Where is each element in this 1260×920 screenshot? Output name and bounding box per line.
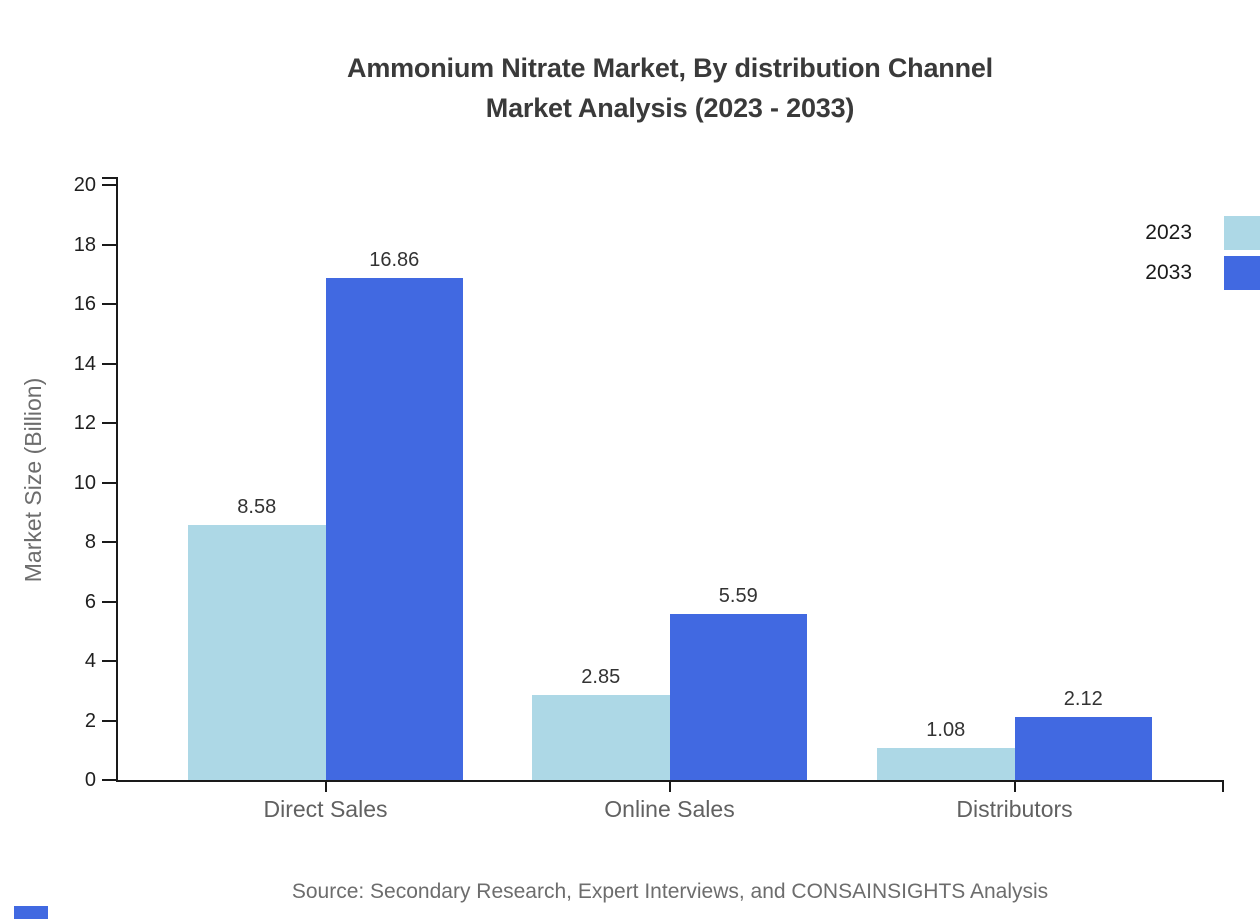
bar-2033-distributors (1014, 716, 1152, 780)
x-axis-end-cap (1222, 782, 1224, 792)
bar-2023-direct-sales (188, 524, 326, 780)
bar-value-2023-distributors: 1.08 (926, 718, 966, 741)
legend-label-2023: 2023 (1145, 221, 1192, 244)
bar-value-2033-direct-sales: 16.86 (369, 249, 420, 272)
bottom-left-logo-mark (14, 906, 48, 919)
y-tick-10 (102, 481, 116, 484)
bar-2023-online-sales (532, 695, 670, 780)
legend-item-2023: 2023 (1145, 216, 1260, 250)
chart-title: Ammonium Nitrate Market, By distribution… (80, 48, 1260, 128)
x-tick-online-sales (668, 782, 671, 792)
bar-2033-direct-sales (325, 278, 463, 780)
y-tick-label-2: 2 (84, 709, 96, 732)
legend-item-2033: 2033 (1145, 256, 1260, 290)
y-tick-16 (102, 303, 116, 305)
y-tick-18 (102, 243, 116, 246)
bar-value-2033-distributors: 2.12 (1063, 687, 1103, 710)
y-tick-2 (102, 719, 116, 722)
y-tick-label-0: 0 (84, 769, 96, 791)
y-tick-label-4: 4 (84, 650, 96, 672)
y-tick-12 (102, 422, 116, 424)
y-tick-label-18: 18 (73, 233, 96, 256)
y-tick-label-10: 10 (73, 471, 96, 494)
chart-title-line2: Market Analysis (2023 - 2033) (485, 93, 855, 123)
y-tick-label-12: 12 (73, 412, 96, 434)
y-tick-label-6: 6 (84, 590, 96, 613)
x-label-distributors: Distributors (956, 796, 1073, 822)
y-tick-0 (102, 779, 116, 781)
bar-value-2023-direct-sales: 8.58 (237, 495, 277, 518)
y-tick-8 (102, 541, 116, 543)
y-tick-14 (102, 362, 116, 365)
bar-2033-online-sales (669, 613, 807, 780)
x-label-direct-sales: Direct Sales (263, 796, 388, 822)
legend: 2023 2033 (1145, 216, 1260, 296)
bar-value-2023-online-sales: 2.85 (581, 666, 621, 689)
y-axis-top-cap (102, 177, 116, 179)
y-tick-6 (102, 600, 116, 603)
legend-swatch-2033 (1224, 256, 1260, 290)
y-axis-line (116, 177, 118, 782)
bar-2023-distributors (877, 747, 1015, 780)
x-axis-line (116, 780, 1224, 782)
y-tick-label-14: 14 (73, 352, 96, 375)
legend-label-2033: 2033 (1145, 261, 1192, 284)
y-tick-20 (102, 184, 116, 186)
y-tick-label-8: 8 (84, 531, 96, 553)
chart-title-line1: Ammonium Nitrate Market, By distribution… (347, 53, 993, 83)
y-tick-4 (102, 660, 116, 662)
y-tick-label-16: 16 (73, 293, 96, 315)
x-label-online-sales: Online Sales (604, 796, 735, 822)
source-note: Source: Secondary Research, Expert Inter… (291, 880, 1049, 903)
x-tick-direct-sales (324, 782, 327, 792)
x-tick-distributors (1013, 782, 1016, 792)
bar-value-2033-online-sales: 5.59 (718, 584, 758, 607)
y-tick-label-20: 20 (73, 174, 96, 196)
legend-swatch-2023 (1224, 216, 1260, 250)
